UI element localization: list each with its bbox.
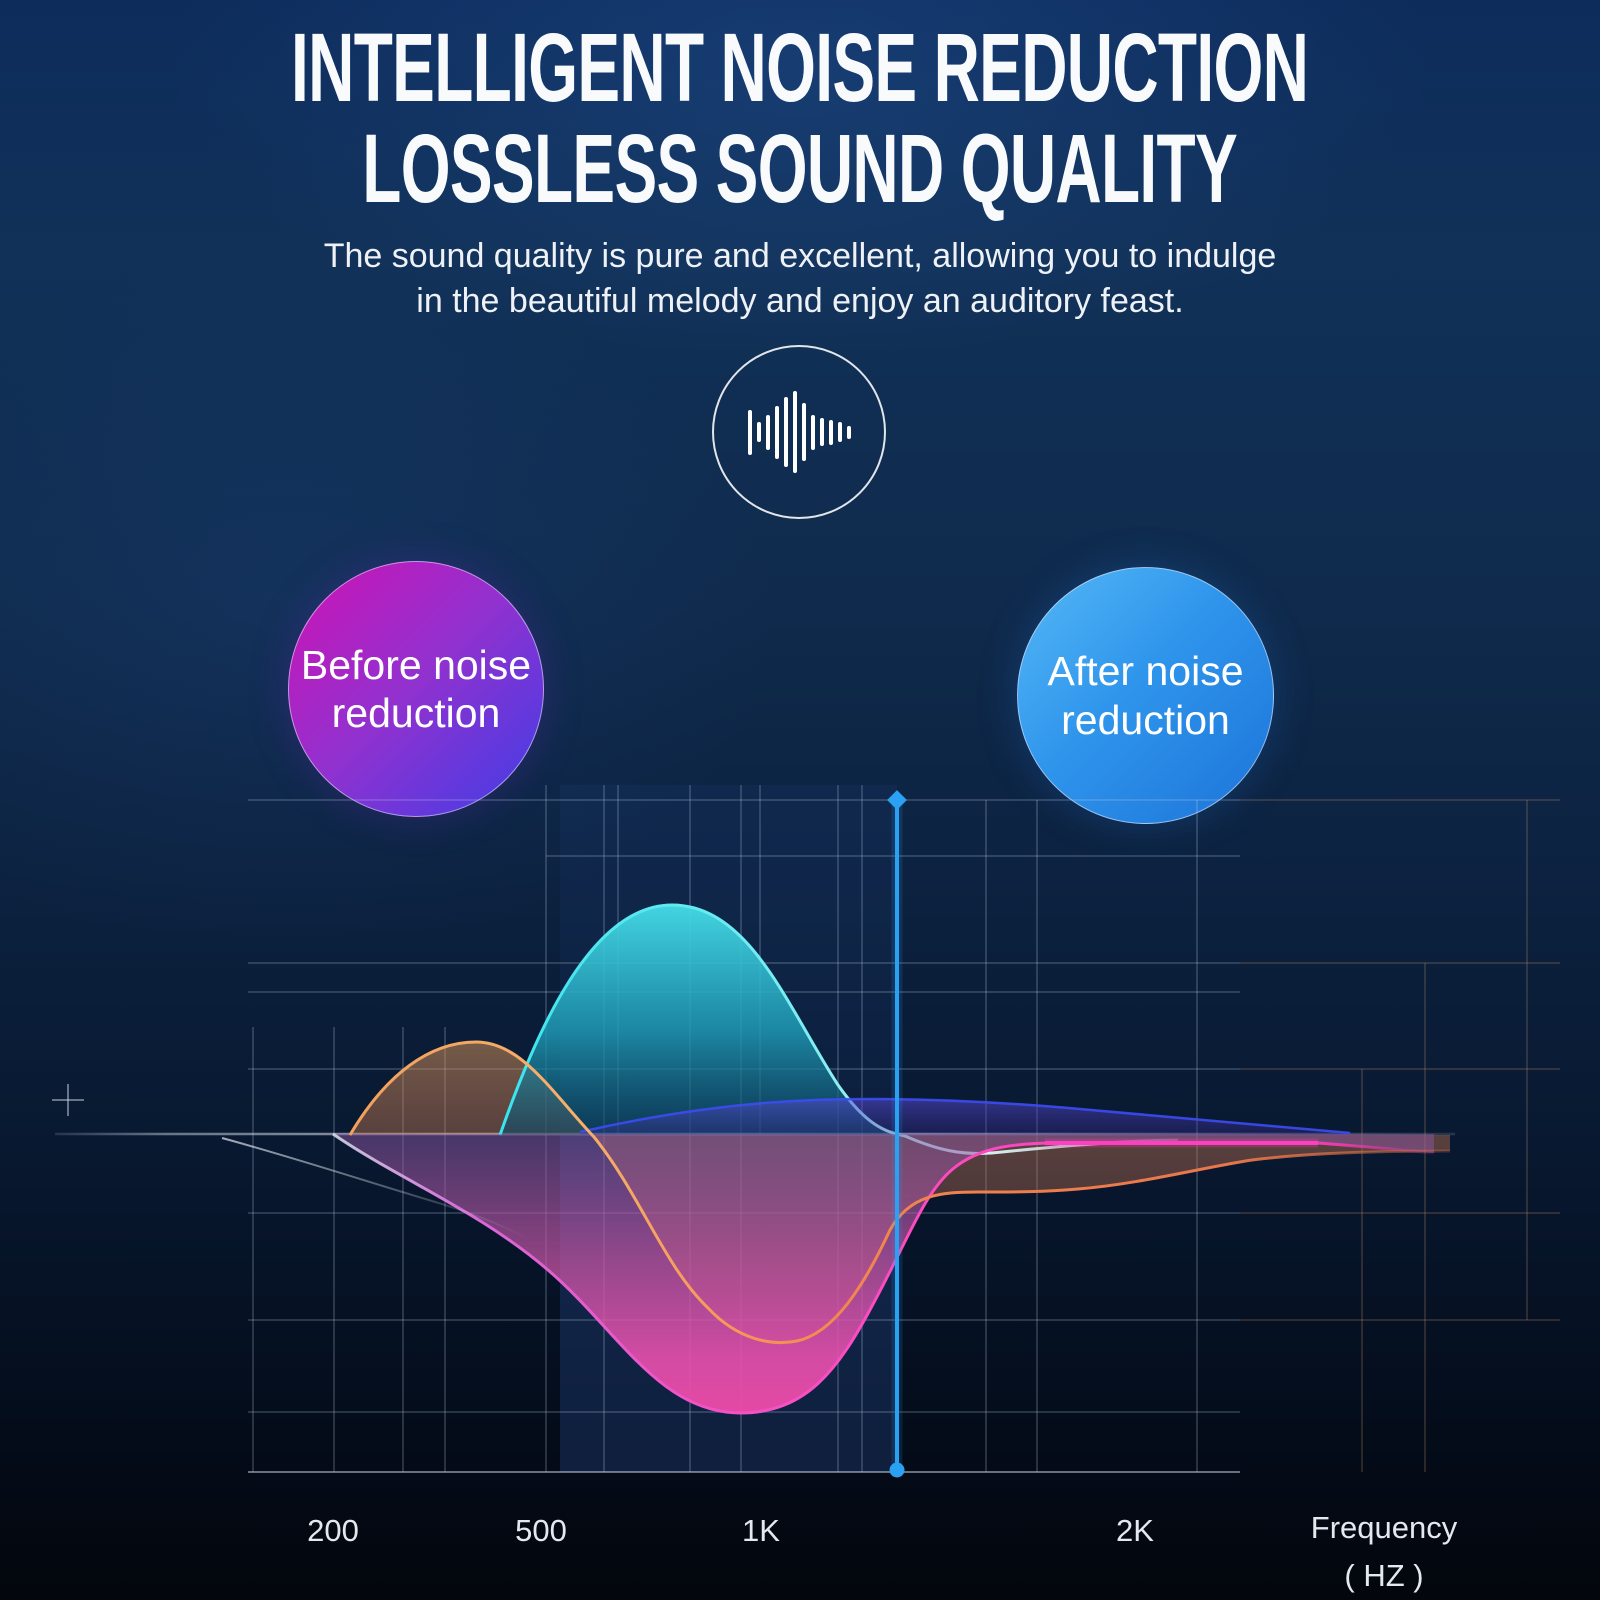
waveform-bar (783, 397, 788, 467)
waveform-bar (810, 414, 815, 450)
page-title-text-2: LOSSLESS SOUND QUALITY (362, 113, 1238, 223)
axis-title-frequency: Frequency (1311, 1510, 1458, 1545)
waveform-bar (837, 422, 842, 442)
subtitle-line-2: in the beautiful melody and enjoy an aud… (416, 281, 1184, 320)
waveform-bar (846, 425, 851, 439)
after-wave-line (579, 1097, 1351, 1135)
subtitle: The sound quality is pure and excellent,… (0, 234, 1600, 324)
legend-after-label-line-1: After noise (1047, 648, 1244, 695)
waveform-bar (765, 414, 770, 450)
waveform-bar (774, 405, 779, 459)
axis-cross-tick (52, 1084, 84, 1116)
before-wave-fill (333, 1134, 1434, 1413)
teal-peak-wave-line (498, 903, 1179, 1155)
legend-after-noise-reduction: After noise reduction (1017, 567, 1274, 824)
waveform-bar (819, 418, 824, 446)
legend-before-label-line-1: Before noise (300, 641, 532, 688)
axis-tick-1k: 1K (742, 1513, 780, 1548)
marker-line-top-dot (887, 790, 907, 810)
white-leadin-line (221, 1137, 531, 1241)
legend-before-noise-reduction: Before noise reduction (288, 561, 544, 817)
header: INTELLIGENT NOISE REDUCTION LOSSLESS SOU… (0, 13, 1600, 324)
marker-line-bottom-dot (889, 1462, 905, 1478)
axis-tick-500: 500 (515, 1513, 567, 1548)
page-title-text-1: INTELLIGENT NOISE REDUCTION (291, 13, 1309, 122)
legend-after-label-line-2: reduction (1061, 696, 1230, 743)
axis-tick-200: 200 (307, 1513, 359, 1548)
sound-waveform-icon (747, 391, 851, 473)
subtitle-line-1: The sound quality is pure and excellent,… (323, 236, 1277, 275)
legend-before-label-line-2: reduction (331, 690, 501, 736)
waveform-bar (828, 419, 833, 445)
after-wave-fill (580, 1099, 1350, 1135)
waveform-bar (756, 422, 761, 442)
axis-title-hz: ( HZ ) (1344, 1558, 1423, 1593)
axis-tick-2k: 2K (1116, 1513, 1154, 1548)
waveform-bar (801, 403, 806, 461)
teal-peak-wave-fill (500, 905, 905, 1136)
page-title-line-2: LOSSLESS SOUND QUALITY (0, 113, 1600, 223)
orange-wave-line (348, 1040, 1451, 1345)
page-title-line-1: INTELLIGENT NOISE REDUCTION (0, 13, 1600, 122)
waveform-bar (792, 391, 797, 473)
waveform-bar (747, 409, 752, 455)
sound-wave-badge (712, 345, 886, 519)
